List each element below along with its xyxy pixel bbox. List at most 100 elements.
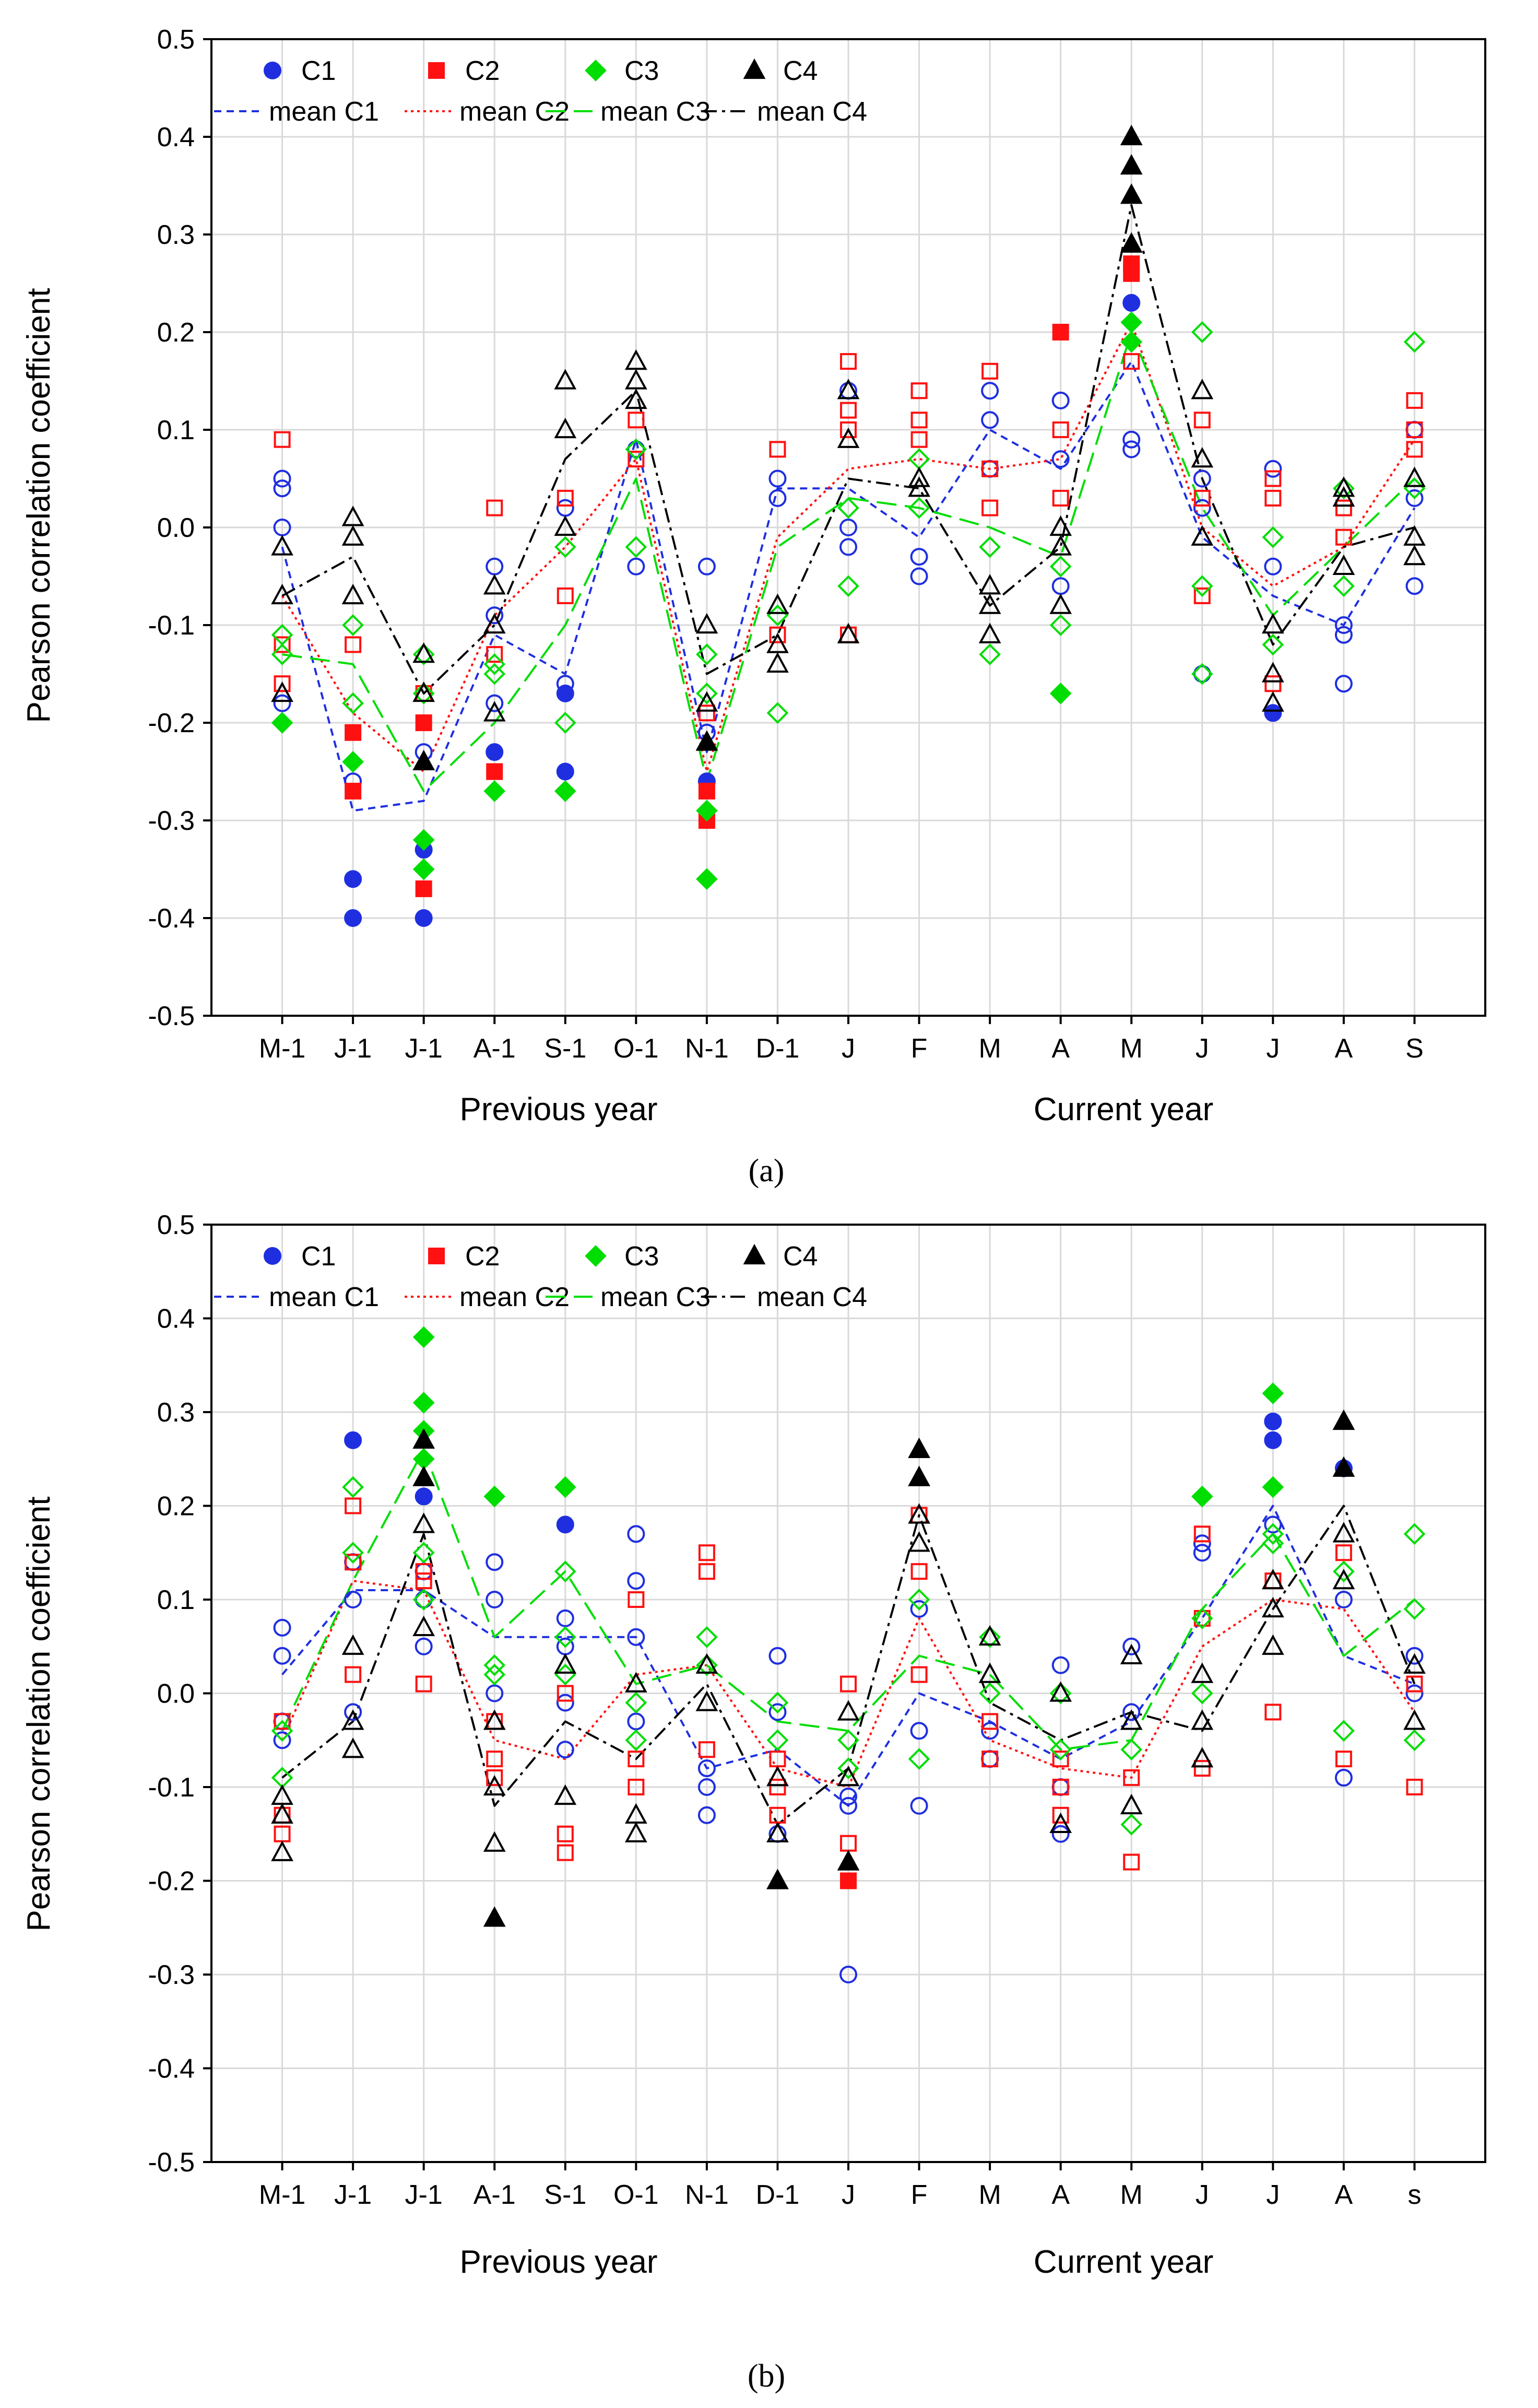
point-c3-open [837,575,859,597]
point-c2-open [698,1741,715,1758]
point-c4-open [554,1653,577,1674]
point-c4-open [1049,1812,1072,1833]
point-c1-open [839,1966,857,1983]
x-tick-label: A [1051,2180,1070,2210]
point-c1-open [839,1787,857,1805]
point-c2-filled [1052,324,1069,340]
point-c2-open [1052,421,1069,438]
x-tick-label: M-1 [259,1033,306,1064]
point-c3-open [766,1729,789,1752]
point-c3-open [979,643,1001,665]
point-c3-open [483,1654,506,1676]
point-c3-open [1049,555,1072,578]
point-c2-open [1406,1779,1423,1795]
point-c1-open [768,1647,787,1665]
point-c3-open [1403,1598,1426,1620]
point-c1-open [273,479,291,498]
point-c1-open [1051,1656,1070,1674]
point-c1-open [1051,391,1070,409]
legend-label-c4: C4 [783,1241,818,1272]
point-c2-open [486,1769,503,1787]
point-c3-filled [412,858,435,880]
x-tick-label: M [1120,1033,1143,1064]
point-c4-filled [412,749,435,770]
point-c2-open [910,431,928,448]
point-c2-open [557,489,574,507]
y-tick-label: -0.3 [148,1960,195,1990]
point-c4-filled [1120,232,1143,253]
y-tick-label: 0.5 [157,1210,195,1240]
point-c2-open [1335,1544,1352,1561]
mean-line-c4 [281,204,1415,695]
point-c3-open [483,653,506,675]
y-tick-label: 0.5 [157,25,195,55]
point-c2-open [1406,441,1423,458]
point-c4-filled [1332,1456,1355,1477]
point-c4-open [766,632,789,653]
point-c1-open [1405,1647,1424,1665]
x-tick-label: J [1266,2180,1280,2210]
point-c2-open [1264,675,1282,692]
point-c1-open [1193,499,1211,517]
point-c1-open [486,1684,504,1702]
point-c3-open [625,1692,647,1714]
point-c1-open [273,1647,291,1665]
legend-marker-c3 [585,60,607,81]
point-c4-filled [483,1906,506,1927]
point-c2-open [486,499,503,516]
point-c3-filled [554,1476,576,1498]
point-c3-open [1262,1523,1284,1545]
point-c1-open [1122,1637,1141,1655]
point-c2-open [1052,489,1069,507]
point-c1-open [344,1703,362,1721]
point-c1-open [486,1553,504,1571]
point-c4-open [1049,1681,1072,1702]
point-c4-open [554,369,577,390]
point-c1-open [1193,1534,1211,1553]
legend-label-c2: C2 [465,1241,500,1272]
point-c3-open [554,1560,576,1582]
point-c1-open [627,557,645,575]
x-tick-label: N-1 [685,1033,729,1064]
point-c3-open [1262,1532,1284,1555]
point-c4-open [483,1831,506,1852]
point-c2-open [1264,489,1282,507]
point-c1-open [839,519,857,536]
legend-mean-label-c3: mean C3 [600,97,711,127]
point-c1-open [910,567,928,585]
point-c1-open [981,382,999,400]
point-c3-open [554,1626,576,1648]
point-c4-open [1403,525,1426,546]
x-tick-label: A-1 [474,2180,516,2210]
point-c3-open [412,683,435,704]
point-c1-open [1264,557,1282,575]
point-c2-open [769,441,786,458]
y-tick-label: -0.4 [148,2054,195,2084]
point-c3-open [483,663,506,685]
point-c2-open [981,460,999,477]
point-c4-open [695,1690,718,1711]
point-c3-open [554,712,576,734]
point-c3-open [412,643,435,665]
point-c4-open [1403,466,1426,487]
point-c3-open [696,683,718,704]
legend-marker-c1 [264,62,281,79]
point-c1-open [981,411,999,429]
y-tick-label: -0.1 [148,610,195,641]
point-c4-open [1049,535,1072,556]
point-c4-open [978,593,1001,614]
point-c4-open [271,681,293,702]
point-c1-open [1334,626,1353,644]
point-c3-open [412,1589,435,1611]
point-c4-open [908,1531,930,1552]
point-c4-open [1120,1793,1143,1815]
point-c3-open [625,438,647,461]
x-tick-label: J [1196,1033,1209,1064]
point-c1-open [556,1741,574,1759]
y-tick-label: -0.5 [148,1001,195,1031]
point-c4-open [412,1615,435,1637]
point-c3-filled [483,1485,506,1508]
point-c4-filled [412,1465,435,1486]
point-c2-open [910,1666,928,1683]
legend-marker-c2 [428,1248,445,1264]
